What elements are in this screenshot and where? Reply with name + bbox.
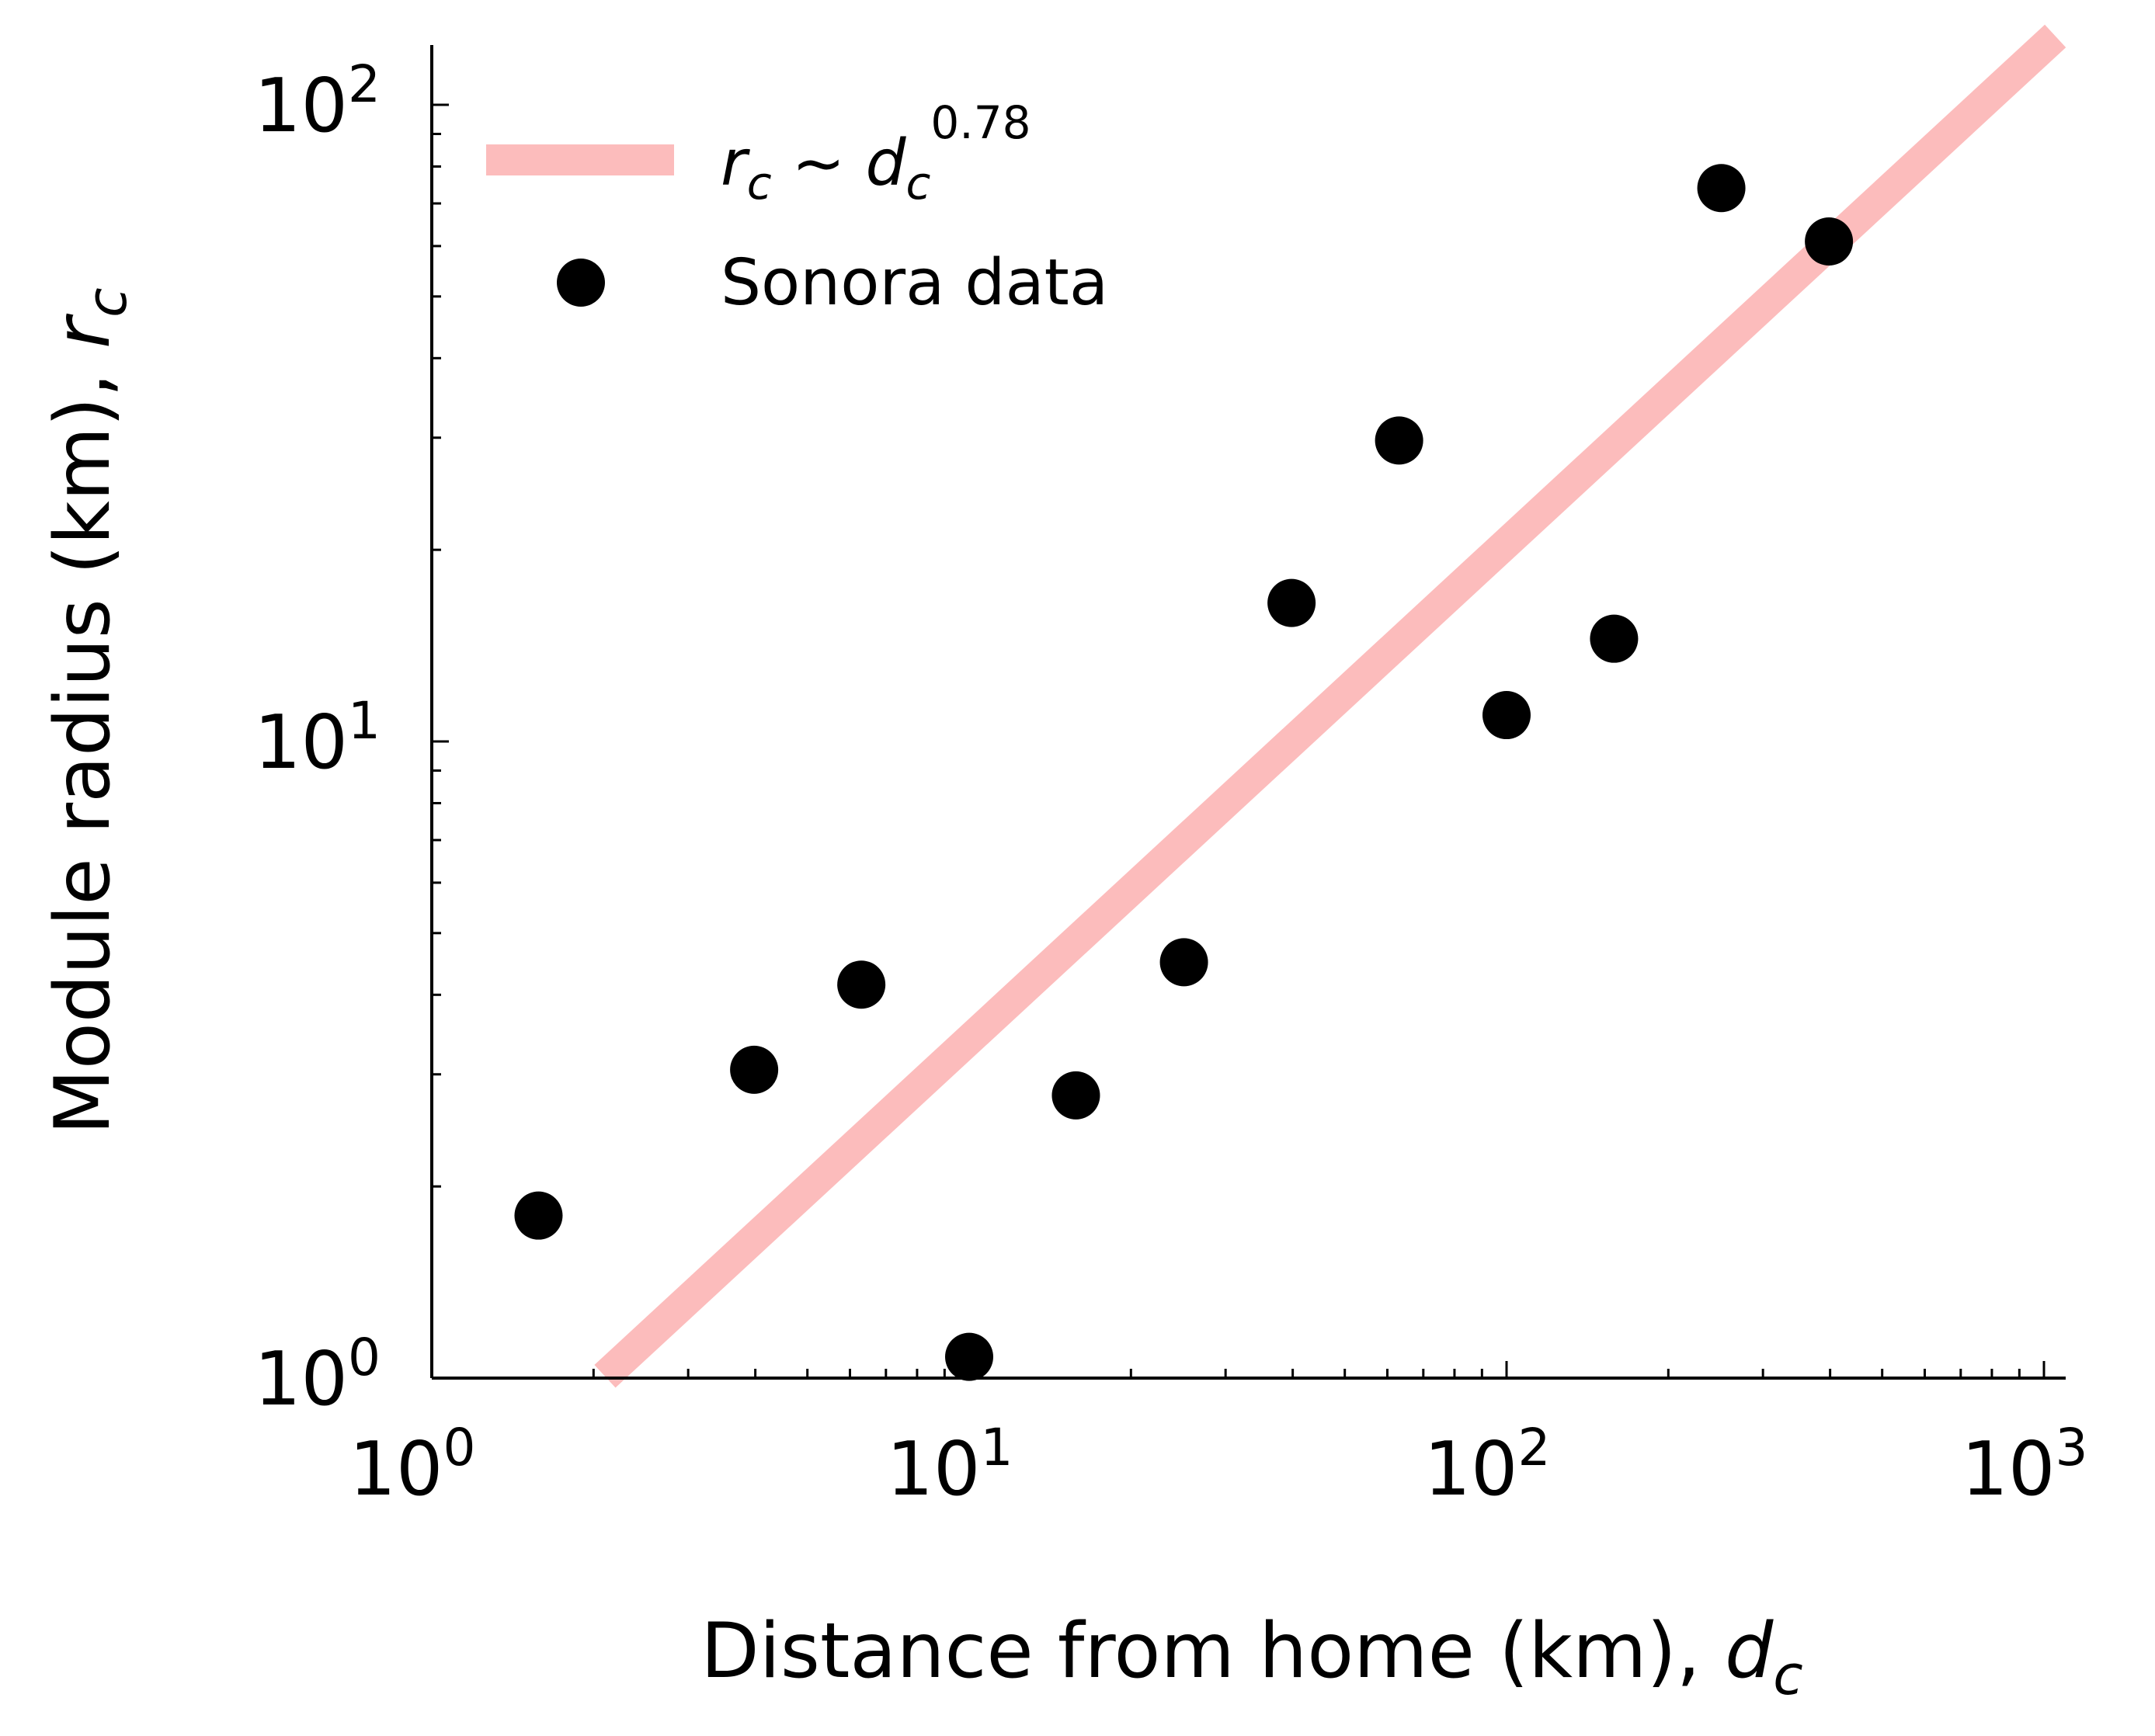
x-tick-label: 100	[349, 1418, 476, 1512]
x-axis-ticks: 100 101 102 103	[349, 1361, 2088, 1512]
y-tick-label: 100	[254, 1328, 381, 1422]
data-point	[1159, 938, 1208, 987]
x-tick-label: 101	[887, 1418, 1013, 1512]
data-point	[1051, 1071, 1100, 1120]
x-axis-title: Distance from home (km), dc	[700, 1607, 1803, 1707]
data-point	[1590, 614, 1639, 663]
x-tick-label: 102	[1424, 1418, 1551, 1512]
data-point	[1482, 691, 1531, 740]
data-point	[1267, 578, 1316, 627]
data-point	[837, 960, 886, 1009]
y-tick-label: 101	[254, 691, 381, 786]
legend-fit-label: rc ~ dc0.78	[721, 96, 1031, 210]
x-tick-label: 103	[1962, 1418, 2088, 1512]
legend-scatter-label: Sonora data	[721, 246, 1108, 320]
legend: rc ~ dc0.78 Sonora data	[486, 96, 1108, 320]
data-point	[945, 1332, 993, 1381]
y-axis-title: Module radius (km), rc	[39, 287, 139, 1134]
data-point	[1805, 217, 1854, 266]
data-point	[514, 1191, 563, 1240]
data-point	[730, 1045, 779, 1094]
legend-scatter-marker	[557, 259, 605, 307]
y-tick-label: 102	[254, 54, 381, 149]
data-point	[1697, 164, 1746, 213]
data-point	[1375, 416, 1423, 465]
y-axis-ticks: 100 101 102	[254, 54, 449, 1422]
data-points-layer	[514, 164, 1854, 1381]
